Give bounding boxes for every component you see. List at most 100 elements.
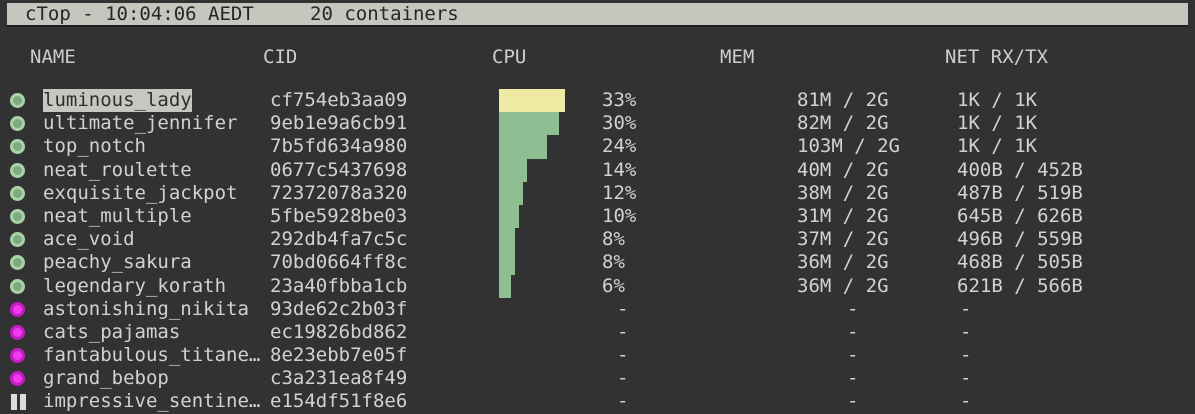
mem-usage: 40M / 2G xyxy=(797,158,889,181)
container-cid: 5fbe5928be03 xyxy=(270,204,408,227)
net-rx-tx: 496B / 559B xyxy=(957,228,1083,251)
status-running-icon xyxy=(10,185,25,201)
status-running-icon xyxy=(10,162,25,178)
status-stopped-icon xyxy=(10,348,25,364)
container-row[interactable]: top_notch 7b5fd634a980 24% 103M / 2G 1K / 1K xyxy=(0,135,1195,159)
net-rx-tx: - xyxy=(960,344,972,367)
mem-usage: 36M / 2G xyxy=(797,274,889,297)
container-name: fantabulous_titane… xyxy=(43,344,261,367)
status-running-icon xyxy=(10,255,25,271)
container-name: ultimate_jennifer xyxy=(43,112,238,135)
container-cid: cf754eb3aa09 xyxy=(270,89,408,111)
cpu-usage-bar xyxy=(499,274,511,298)
app-title-clock: cTop - 10:04:06 AEDT xyxy=(25,3,254,25)
container-row[interactable]: fantabulous_titane… 8e23ebb7e05f - - - xyxy=(0,344,1195,367)
cpu-percent: 8% xyxy=(602,228,625,251)
cpu-usage-bar xyxy=(499,228,515,252)
container-count: 20 containers xyxy=(310,3,459,25)
cpu-usage-bar xyxy=(499,181,523,205)
container-cid: 8e23ebb7e05f xyxy=(270,344,408,367)
cpu-usage-bar xyxy=(499,251,515,275)
container-cid: 292db4fa7c5c xyxy=(270,228,408,251)
mem-usage: 37M / 2G xyxy=(797,228,889,251)
container-name: exquisite_jackpot xyxy=(43,181,238,204)
container-cid: e154df51f8e6 xyxy=(270,390,408,413)
container-row[interactable]: cats_pajamas ec19826bd862 - - - xyxy=(0,321,1195,344)
cpu-percent: 10% xyxy=(602,204,637,227)
net-rx-tx: - xyxy=(960,390,972,413)
container-cid: 0677c5437698 xyxy=(270,158,408,181)
column-header-cid: CID xyxy=(263,46,298,68)
status-running-icon xyxy=(10,278,25,294)
container-cid: 9eb1e9a6cb91 xyxy=(270,112,408,135)
column-header-cpu: CPU xyxy=(492,46,527,68)
container-row[interactable]: impressive_sentine… e154df51f8e6 - - - xyxy=(0,390,1195,413)
container-cid: c3a231ea8f49 xyxy=(270,367,408,390)
container-cid: 70bd0664ff8c xyxy=(270,251,408,274)
cpu-usage-bar xyxy=(499,204,519,229)
mem-usage: 36M / 2G xyxy=(797,251,889,274)
column-header-mem: MEM xyxy=(720,46,755,68)
mem-usage: - xyxy=(847,367,859,390)
column-header-net: NET RX/TX xyxy=(945,46,1048,68)
status-running-icon xyxy=(10,208,25,224)
container-row[interactable]: luminous_lady cf754eb3aa09 33% 81M / 2G 1K /… xyxy=(0,89,1195,113)
container-name: legendary_korath xyxy=(43,274,227,297)
mem-usage: 38M / 2G xyxy=(797,181,889,204)
container-row[interactable]: neat_multiple 5fbe5928be03 10% 31M / 2G 645B… xyxy=(0,204,1195,229)
net-rx-tx: 1K / 1K xyxy=(957,112,1038,135)
cpu-percent: 12% xyxy=(602,181,637,204)
container-row[interactable]: peachy_sakura 70bd0664ff8c 8% 36M / 2G 468B … xyxy=(0,251,1195,275)
status-running-icon xyxy=(10,93,25,108)
container-row[interactable]: exquisite_jackpot 72372078a320 12% 38M / 2G… xyxy=(0,181,1195,205)
mem-usage: 81M / 2G xyxy=(797,89,889,111)
net-rx-tx: - xyxy=(960,297,972,320)
status-stopped-icon xyxy=(10,324,25,340)
container-row[interactable]: grand_bebop c3a231ea8f49 - - - xyxy=(0,367,1195,390)
cpu-percent: - xyxy=(617,297,629,320)
net-rx-tx: 468B / 505B xyxy=(957,251,1083,274)
status-running-icon xyxy=(10,139,25,155)
cpu-percent: - xyxy=(617,390,629,413)
net-rx-tx: 487B / 519B xyxy=(957,181,1083,204)
container-name: neat_roulette xyxy=(43,158,192,181)
cpu-percent: 30% xyxy=(602,112,637,135)
mem-usage: 103M / 2G xyxy=(797,135,900,158)
cpu-usage-bar xyxy=(499,112,559,136)
cpu-percent: 24% xyxy=(602,135,637,158)
container-name: astonishing_nikita xyxy=(43,297,249,320)
container-row[interactable]: legendary_korath 23a40fbba1cb 6% 36M / 2G 62… xyxy=(0,274,1195,298)
container-cid: ec19826bd862 xyxy=(270,320,408,343)
status-paused-icon xyxy=(11,393,27,410)
net-rx-tx: 400B / 452B xyxy=(957,158,1083,181)
title-bar: cTop - 10:04:06 AEDT 20 containers xyxy=(7,3,1188,27)
mem-usage: - xyxy=(847,320,859,343)
container-row[interactable]: astonishing_nikita 93de62c2b03f - - - xyxy=(0,298,1195,321)
mem-usage: - xyxy=(847,297,859,320)
cpu-usage-bar xyxy=(499,135,547,159)
mem-usage: 82M / 2G xyxy=(797,112,889,135)
container-name: luminous_lady xyxy=(43,89,192,113)
cpu-percent: 33% xyxy=(602,89,637,111)
column-header-name: NAME xyxy=(30,46,76,68)
container-row[interactable]: ace_void 292db4fa7c5c 8% 37M / 2G 496B / 559… xyxy=(0,228,1195,252)
net-rx-tx: 621B / 566B xyxy=(957,274,1083,297)
container-row[interactable]: neat_roulette 0677c5437698 14% 40M / 2G 400B… xyxy=(0,158,1195,182)
container-name: ace_void xyxy=(43,228,135,251)
cpu-percent: - xyxy=(617,344,629,367)
container-name: grand_bebop xyxy=(43,367,169,390)
container-cid: 93de62c2b03f xyxy=(270,297,408,320)
net-rx-tx: 645B / 626B xyxy=(957,204,1083,227)
cpu-percent: - xyxy=(617,367,629,390)
container-name: peachy_sakura xyxy=(43,251,192,274)
net-rx-tx: - xyxy=(960,320,972,343)
status-running-icon xyxy=(10,116,25,132)
mem-usage: 31M / 2G xyxy=(797,204,889,227)
net-rx-tx: 1K / 1K xyxy=(957,135,1038,158)
container-cid: 72372078a320 xyxy=(270,181,408,204)
container-row[interactable]: ultimate_jennifer 9eb1e9a6cb91 30% 82M / 2G… xyxy=(0,112,1195,136)
cpu-percent: 8% xyxy=(602,251,625,274)
cpu-usage-bar xyxy=(499,158,527,182)
container-name: top_notch xyxy=(43,135,146,158)
status-running-icon xyxy=(10,232,25,248)
